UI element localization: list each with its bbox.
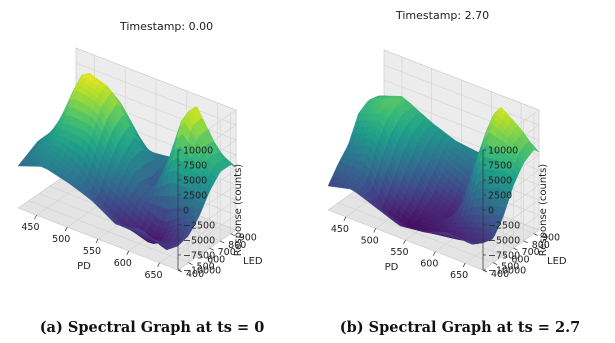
z-tick-label: 0 xyxy=(488,206,494,217)
surface-mesh xyxy=(327,95,540,245)
z-tick-label: 2500 xyxy=(183,191,207,202)
z-axis-label: Response (counts) xyxy=(233,164,244,257)
x-tick-label: 550 xyxy=(83,246,101,257)
z-tick-label: 7500 xyxy=(183,161,207,172)
x-tick-mark xyxy=(403,239,406,245)
y-tick-mark xyxy=(209,247,214,251)
x-tick-label: 600 xyxy=(114,258,132,269)
z-tick-label: 0 xyxy=(183,206,189,217)
x-tick-label: 650 xyxy=(450,270,468,281)
y-tick-mark xyxy=(503,255,508,258)
y-tick-mark xyxy=(220,240,225,244)
y-tick-label: 800 xyxy=(532,240,550,251)
surface-patch xyxy=(17,162,27,167)
x-tick-mark xyxy=(373,228,377,233)
y-tick-label: 400 xyxy=(491,269,509,280)
z-tick-label: −2500 xyxy=(183,221,215,232)
x-tick-mark xyxy=(157,262,160,268)
x-axis-label: PD xyxy=(385,262,399,273)
y-tick-label: 500 xyxy=(197,262,215,273)
z-tick-label: 5000 xyxy=(488,176,512,187)
y-tick-label: 800 xyxy=(228,240,246,251)
z-tick-label: −10000 xyxy=(183,266,221,277)
z-tick-label: 7500 xyxy=(488,161,512,172)
x-tick-label: 500 xyxy=(52,234,70,245)
chart-title: Timestamp: 0.00 xyxy=(119,20,213,33)
surface-patch xyxy=(327,180,337,187)
y-tick-label: 600 xyxy=(511,254,529,265)
y-tick-mark xyxy=(513,247,518,251)
z-tick-label: −10000 xyxy=(488,266,526,277)
y-tick-mark xyxy=(198,255,204,258)
figure-caption: (b) Spectral Graph at ts = 2.7 xyxy=(340,319,580,336)
x-tick-mark xyxy=(462,262,466,268)
y-tick-mark xyxy=(533,233,539,236)
y-tick-label: 700 xyxy=(522,247,540,258)
z-tick-label: 10000 xyxy=(183,146,213,157)
x-tick-label: 550 xyxy=(390,247,408,258)
x-tick-mark xyxy=(343,216,347,222)
y-tick-mark xyxy=(230,233,235,236)
y-tick-label: 700 xyxy=(218,247,236,258)
x-tick-mark xyxy=(432,251,436,256)
x-tick-mark xyxy=(34,214,37,220)
x-tick-mark xyxy=(95,238,99,244)
z-tick-label: −7500 xyxy=(183,251,215,262)
y-axis-label: LED xyxy=(547,256,567,267)
chart-title: Timestamp: 2.70 xyxy=(395,9,489,22)
x-tick-label: 500 xyxy=(361,235,379,246)
y-tick-label: 400 xyxy=(186,269,204,280)
y-tick-mark xyxy=(188,262,193,266)
y-tick-label: 600 xyxy=(207,254,225,265)
x-tick-label: 650 xyxy=(144,270,162,281)
x-tick-label: 600 xyxy=(420,259,438,270)
y-tick-mark xyxy=(523,240,528,244)
z-axis-label: Response (counts) xyxy=(538,164,549,257)
z-tick-label: 10000 xyxy=(488,146,518,157)
z-tick-label: −2500 xyxy=(488,221,520,232)
z-tick-label: −5000 xyxy=(183,236,215,247)
surface-chart-b: Timestamp: 2.70 450500550600650PD4005006… xyxy=(327,9,580,336)
y-tick-label: 900 xyxy=(239,233,257,244)
surface-chart-a: Timestamp: 0.00 450500550600650PD4005006… xyxy=(17,20,265,336)
z-tick-label: 5000 xyxy=(183,176,207,187)
z-tick-label: −7500 xyxy=(488,251,520,262)
x-tick-mark xyxy=(64,226,68,232)
x-tick-label: 450 xyxy=(331,224,349,235)
x-tick-mark xyxy=(126,250,130,256)
y-tick-label: 900 xyxy=(542,233,560,244)
figure-caption: (a) Spectral Graph at ts = 0 xyxy=(40,319,265,336)
z-tick-label: −5000 xyxy=(488,236,520,247)
y-tick-label: 500 xyxy=(501,262,519,273)
surface-mesh xyxy=(17,73,237,251)
x-tick-label: 450 xyxy=(21,222,39,233)
y-tick-mark xyxy=(493,262,498,266)
z-tick-label: 2500 xyxy=(488,191,512,202)
y-axis-label: LED xyxy=(243,256,263,267)
x-axis-label: PD xyxy=(77,261,91,272)
